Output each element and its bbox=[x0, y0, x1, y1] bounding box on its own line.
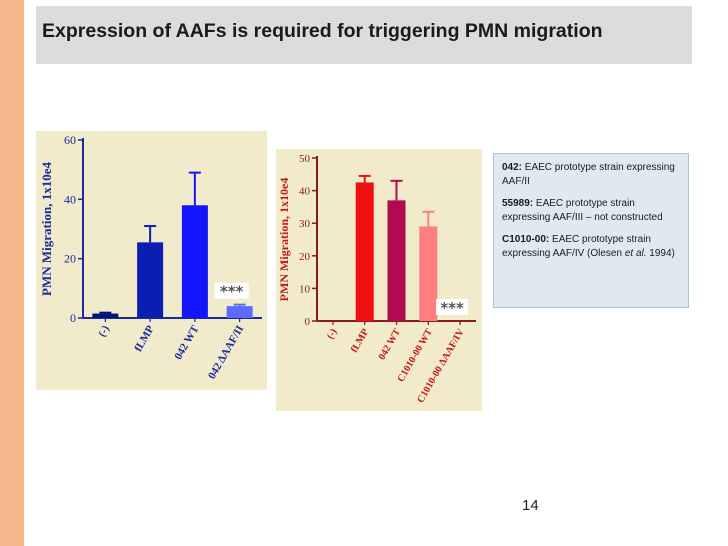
x-tick-label: fLMP bbox=[349, 327, 371, 355]
x-tick-label: (-) bbox=[96, 323, 112, 339]
info-label: C1010-00: bbox=[502, 234, 550, 245]
x-tick-label: (-) bbox=[325, 327, 340, 341]
y-axis-title: PMN Migration, 1x10e4 bbox=[39, 162, 54, 296]
y-tick-label: 30 bbox=[299, 218, 311, 230]
bar bbox=[226, 306, 253, 318]
chart-aaf-iv: PMN Migration, 1x10e4 0 10 20 30 40 50 (-) fLMP 0… bbox=[277, 153, 476, 405]
y-tick-label: 20 bbox=[299, 251, 311, 263]
y-tick-label: 0 bbox=[70, 311, 76, 325]
info-label: 55989: bbox=[502, 198, 534, 209]
x-tick-label: fLMP bbox=[132, 323, 157, 354]
x-tick-label: 042 ΔAAF/II bbox=[206, 324, 246, 382]
bar bbox=[92, 313, 119, 318]
y-tick-label: 60 bbox=[64, 133, 76, 147]
page-number: 14 bbox=[522, 497, 539, 514]
info-text: EAEC prototype strain expressing AAF/II bbox=[502, 162, 675, 187]
chart-panel-aaf-ii: PMN Migration, 1x10e4 0 20 40 60 (-) fLMP 042 W… bbox=[36, 131, 267, 390]
x-tick-label: 042 WT bbox=[377, 327, 404, 362]
title-bar bbox=[36, 6, 692, 64]
bar bbox=[181, 205, 208, 318]
annotation-bg bbox=[436, 299, 469, 315]
strain-info-box: 042: EAEC prototype strain expressing AA… bbox=[493, 153, 689, 308]
y-tick-label: 40 bbox=[64, 192, 76, 206]
y-tick-label: 50 bbox=[299, 153, 311, 165]
slide-title: Expression of AAFs is required for trigg… bbox=[42, 20, 603, 42]
chart-aaf-ii: PMN Migration, 1x10e4 0 20 40 60 (-) fLMP 042 W… bbox=[39, 133, 262, 382]
bar bbox=[137, 242, 164, 318]
info-entry-55989: 55989: EAEC prototype strain expressing … bbox=[502, 197, 683, 224]
y-tick-label: 40 bbox=[299, 186, 311, 198]
info-italic: et al. bbox=[624, 247, 647, 259]
bar bbox=[419, 226, 438, 321]
x-tick-label: 042 WT bbox=[172, 323, 201, 362]
accent-strip bbox=[0, 0, 24, 546]
y-axis-title: PMN Migration, 1x10e4 bbox=[277, 178, 291, 302]
annotation-bg bbox=[214, 282, 249, 299]
y-tick-label: 20 bbox=[64, 252, 76, 266]
bar bbox=[387, 200, 406, 321]
info-entry-c1010: C1010-00: EAEC prototype strain expressi… bbox=[502, 233, 683, 260]
bar bbox=[355, 182, 374, 321]
info-text: EAEC prototype strain expressing AAF/IV … bbox=[502, 234, 651, 259]
info-text: EAEC prototype strain expressing AAF/III… bbox=[502, 198, 663, 223]
info-label: 042: bbox=[502, 162, 523, 173]
significance-annotation: *** bbox=[440, 299, 464, 317]
chart-panel-aaf-iv: PMN Migration, 1x10e4 0 10 20 30 40 50 (-) fLMP 0… bbox=[276, 149, 482, 411]
info-entry-042: 042: EAEC prototype strain expressing AA… bbox=[502, 161, 683, 188]
y-tick-label: 0 bbox=[305, 316, 311, 328]
significance-annotation: *** bbox=[220, 283, 244, 301]
info-text: 1994) bbox=[646, 247, 675, 259]
y-tick-label: 10 bbox=[299, 283, 311, 295]
